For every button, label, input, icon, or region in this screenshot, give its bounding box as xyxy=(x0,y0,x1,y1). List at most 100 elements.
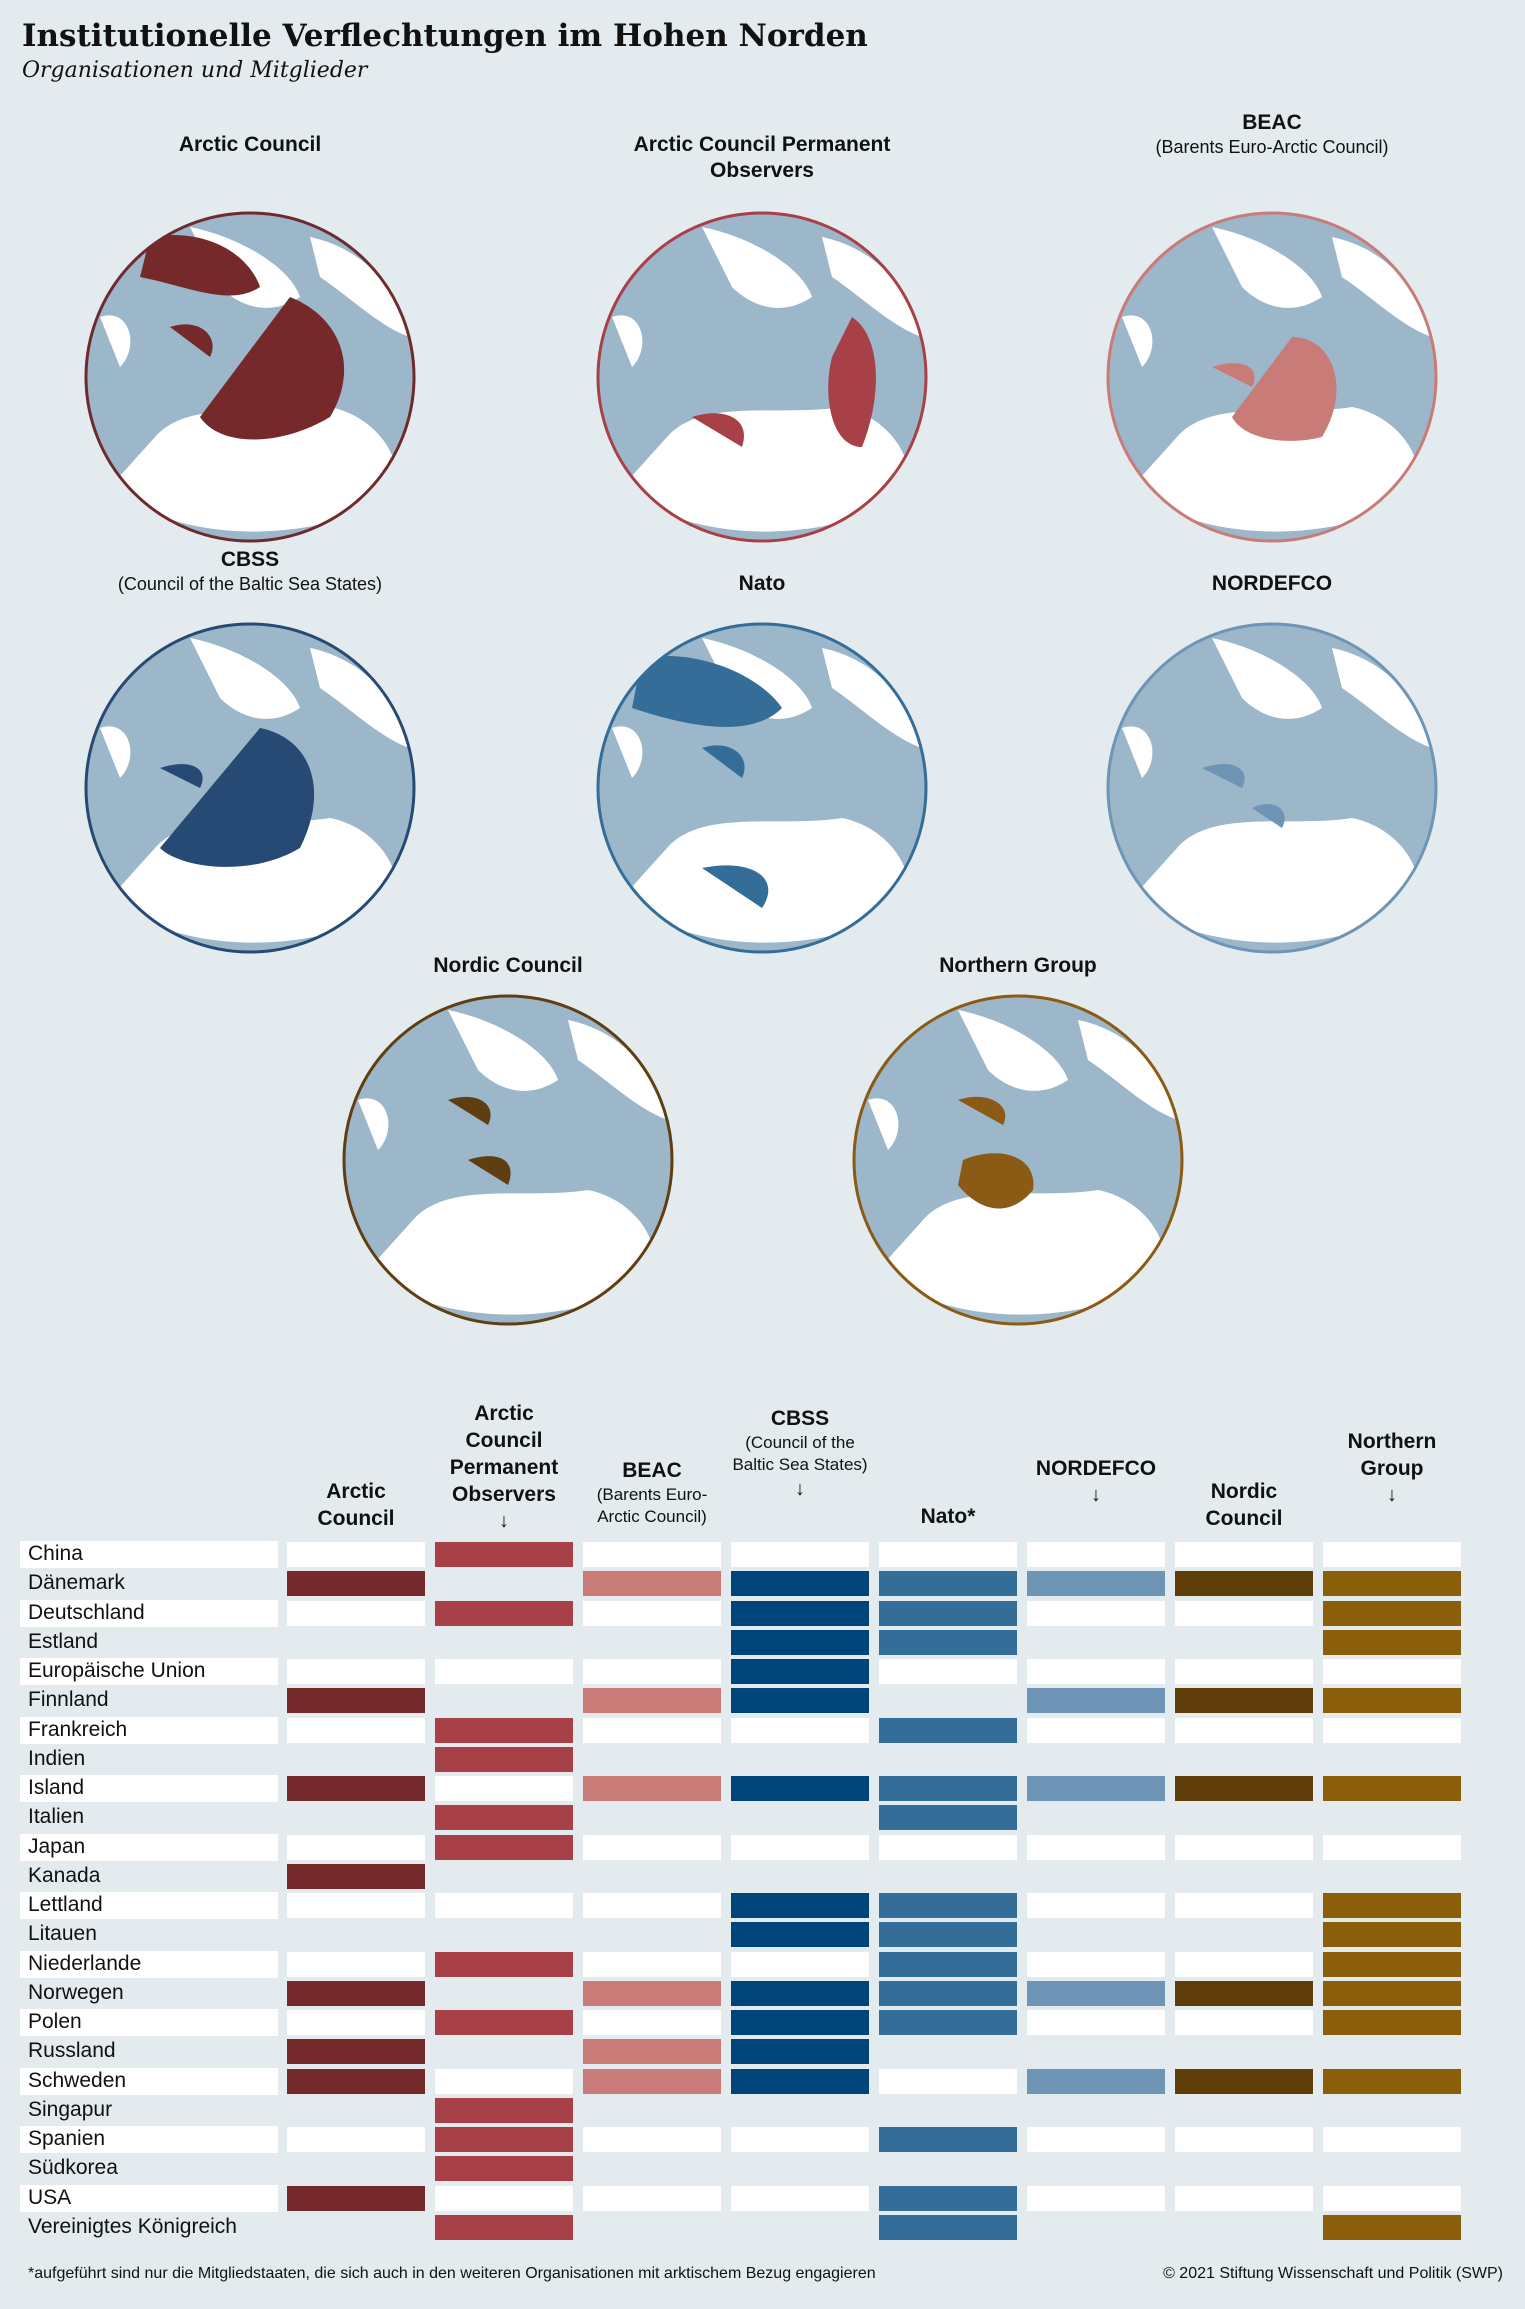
landmass xyxy=(448,1010,558,1091)
membership-cell-empty xyxy=(1175,1659,1313,1684)
arctic-map xyxy=(852,994,1184,1326)
membership-cell-filled xyxy=(1323,1893,1461,1918)
membership-cell-empty xyxy=(879,2156,1017,2181)
landmass xyxy=(878,1190,1165,1315)
column-header-label: Permanent xyxy=(449,1456,559,1479)
membership-cell-empty xyxy=(731,1864,869,1889)
membership-cell-empty xyxy=(287,2098,425,2123)
membership-cell-empty xyxy=(731,2098,869,2123)
membership-cell-empty xyxy=(435,1659,573,1684)
table-row xyxy=(20,1599,278,1627)
country-label: Dänemark xyxy=(28,1571,125,1595)
membership-cell-empty xyxy=(879,1834,1017,1860)
column-header-note: (Council of the Baltic Sea States) xyxy=(732,1433,868,1474)
membership-cell-filled xyxy=(731,2039,869,2065)
membership-cell-filled xyxy=(1027,1688,1165,1714)
country-label: Island xyxy=(28,1776,85,1799)
membership-cell-empty xyxy=(435,2185,573,2211)
country-label: Indien xyxy=(28,1746,86,1770)
membership-cell-empty xyxy=(1027,1630,1165,1655)
map-title-block: Northern Group xyxy=(848,953,1188,979)
membership-cell-empty xyxy=(1323,2098,1461,2123)
membership-cell-empty xyxy=(1027,1747,1165,1772)
map-title: Northern Group xyxy=(939,954,1097,977)
membership-cell-empty xyxy=(1027,2039,1165,2064)
membership-cell-filled xyxy=(731,2010,869,2035)
membership-cell-filled xyxy=(731,1659,869,1684)
column-header: NORDEFCO ↓ xyxy=(1026,1455,1166,1509)
country-label: Polen xyxy=(28,2010,82,2033)
column-header-label: Arctic xyxy=(326,1480,386,1503)
map-ring xyxy=(84,211,416,543)
membership-cell-filled xyxy=(287,1688,425,1714)
membership-cell-empty xyxy=(287,1893,425,1918)
membership-cell-filled xyxy=(731,1600,869,1626)
membership-cell-filled xyxy=(731,1922,869,1948)
country-label: Norwegen xyxy=(28,1980,124,2004)
copyright: © 2021 Stiftung Wissenschaft und Politik… xyxy=(1163,2265,1503,2282)
membership-cell-empty xyxy=(1175,1893,1313,1918)
membership-cell-empty xyxy=(1175,1747,1313,1772)
membership-cell-filled xyxy=(879,1805,1017,1831)
membership-cell-filled xyxy=(1323,1951,1461,1977)
membership-cell-filled xyxy=(1323,1629,1461,1655)
membership-cell-empty xyxy=(287,2127,425,2152)
membership-cell-empty xyxy=(879,1864,1017,1889)
landmass xyxy=(100,315,131,367)
membership-cell-filled xyxy=(435,1542,573,1567)
membership-cell-empty xyxy=(287,1542,425,1567)
arctic-map xyxy=(84,211,416,543)
membership-cell-filled xyxy=(435,2127,573,2152)
map-ring xyxy=(1106,211,1438,543)
membership-cell-empty xyxy=(583,2185,721,2211)
membership-cell-filled xyxy=(879,1922,1017,1948)
landmass xyxy=(702,227,812,308)
column-header-label: Nato* xyxy=(920,1505,976,1528)
member-region xyxy=(958,1153,1034,1209)
landmass xyxy=(1132,818,1419,943)
landmass xyxy=(100,726,131,778)
membership-cell-filled xyxy=(879,2214,1017,2240)
membership-cell-filled xyxy=(1323,1688,1461,1714)
membership-cell-empty xyxy=(583,1893,721,1918)
membership-cell-empty xyxy=(1323,1747,1461,1772)
membership-cell-empty xyxy=(287,1951,425,1977)
member-region xyxy=(1202,764,1245,788)
membership-cell-empty xyxy=(1175,1542,1313,1567)
landmass xyxy=(1132,407,1419,532)
landmass xyxy=(958,1010,1068,1091)
membership-cell-empty xyxy=(1175,2098,1313,2123)
membership-cell-empty xyxy=(1027,1951,1165,1977)
membership-cell-empty xyxy=(287,2215,425,2240)
country-label: Finnland xyxy=(28,1688,109,1712)
membership-cell-empty xyxy=(583,2215,721,2240)
landmass xyxy=(358,1098,389,1150)
membership-cell-filled xyxy=(879,2127,1017,2152)
member-region xyxy=(632,656,782,727)
membership-cell-filled xyxy=(879,1717,1017,1743)
country-label: USA xyxy=(28,2185,72,2209)
membership-cell-empty xyxy=(287,1717,425,1743)
arctic-map xyxy=(596,622,928,954)
column-header-label: Arctic Council xyxy=(465,1402,543,1452)
down-arrow-icon: ↓ xyxy=(795,1478,805,1500)
member-region xyxy=(200,297,345,440)
landmass xyxy=(1332,648,1432,748)
membership-cell-filled xyxy=(731,1629,869,1655)
membership-cell-empty xyxy=(583,1951,721,1977)
member-region xyxy=(1252,804,1285,828)
member-region xyxy=(692,413,744,447)
landmass xyxy=(1078,1020,1178,1120)
membership-cell-filled xyxy=(1323,1571,1461,1597)
landmass xyxy=(822,237,922,337)
membership-cell-empty xyxy=(435,1922,573,1947)
membership-cell-filled xyxy=(287,2185,425,2211)
membership-cell-empty xyxy=(1027,1600,1165,1626)
membership-cell-filled xyxy=(435,2156,573,2182)
membership-cell-empty xyxy=(435,1981,573,2006)
membership-cell-empty xyxy=(287,2156,425,2181)
membership-cell-empty xyxy=(1175,2185,1313,2211)
table-row xyxy=(20,1892,278,1919)
down-arrow-icon: ↓ xyxy=(1387,1484,1397,1506)
landmass xyxy=(568,1020,668,1120)
